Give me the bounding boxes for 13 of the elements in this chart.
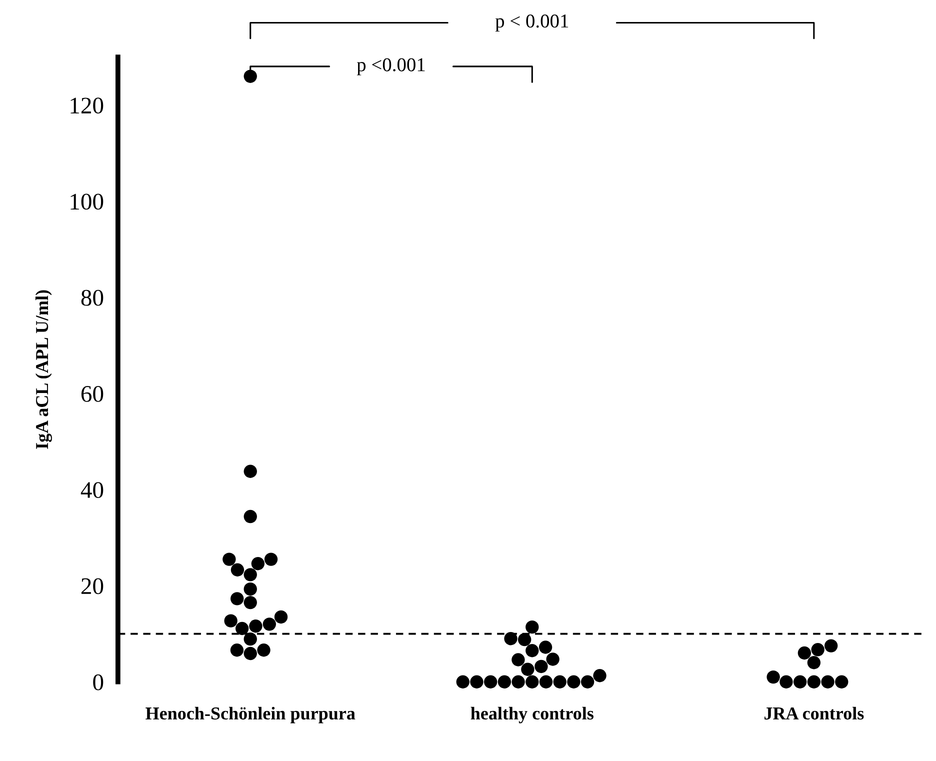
- x-tick-label: Henoch-Schönlein purpura: [146, 706, 356, 724]
- y-axis-title: IgA aCL (APL U/ml): [35, 290, 52, 449]
- y-tick-label: 80: [81, 290, 104, 306]
- x-tick-label: healthy controls: [470, 706, 594, 724]
- text: p < 0.001: [495, 14, 568, 32]
- y-tick-label: 100: [70, 194, 104, 210]
- y-tick-label: 120: [70, 98, 104, 114]
- y-tick-label: 40: [80, 482, 104, 498]
- y-tick-label: 0: [93, 674, 104, 690]
- y-tick-label: 60: [81, 386, 104, 402]
- y-tick-label: 20: [81, 578, 104, 594]
- annotation: p <0.001: [356, 58, 425, 76]
- x-tick-label: JRA controls: [764, 706, 864, 720]
